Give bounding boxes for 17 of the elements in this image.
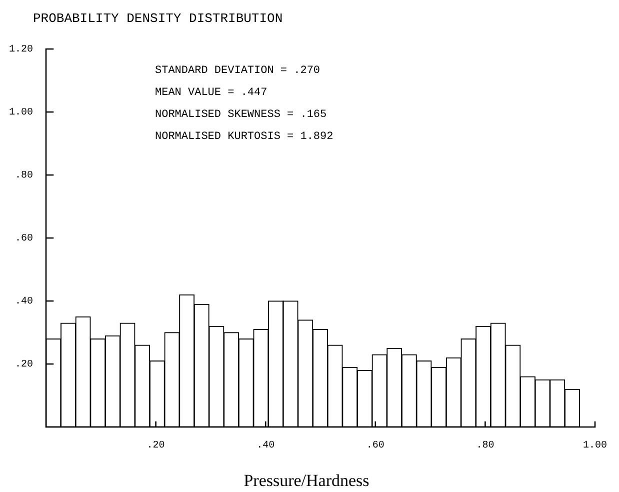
x-tick-label: .40 (256, 440, 275, 452)
annotation: MEAN VALUE = .447 (155, 87, 268, 99)
x-tick-label: 1.00 (582, 440, 608, 452)
y-tick-label: .60 (14, 234, 33, 245)
y-tick-label: .40 (14, 296, 33, 308)
y-tick-label: .20 (14, 360, 33, 371)
x-tick-label: .60 (366, 440, 384, 452)
y-tick-label: 1.00 (8, 108, 33, 119)
x-axis-title: Pressure/Hardness (244, 471, 370, 490)
x-tick-label: .20 (146, 440, 165, 452)
y-tick-label: .80 (14, 170, 33, 182)
x-tick-label: .80 (476, 440, 494, 452)
annotation: NORMALISED KURTOSIS = 1.892 (155, 131, 334, 143)
y-tick-label: 1.20 (8, 44, 33, 56)
annotation: STANDARD DEVIATION = .270 (155, 65, 320, 77)
annotation: NORMALISED SKEWNESS = .165 (155, 109, 327, 121)
chart-title: PROBABILITY DENSITY DISTRIBUTION (33, 11, 283, 26)
